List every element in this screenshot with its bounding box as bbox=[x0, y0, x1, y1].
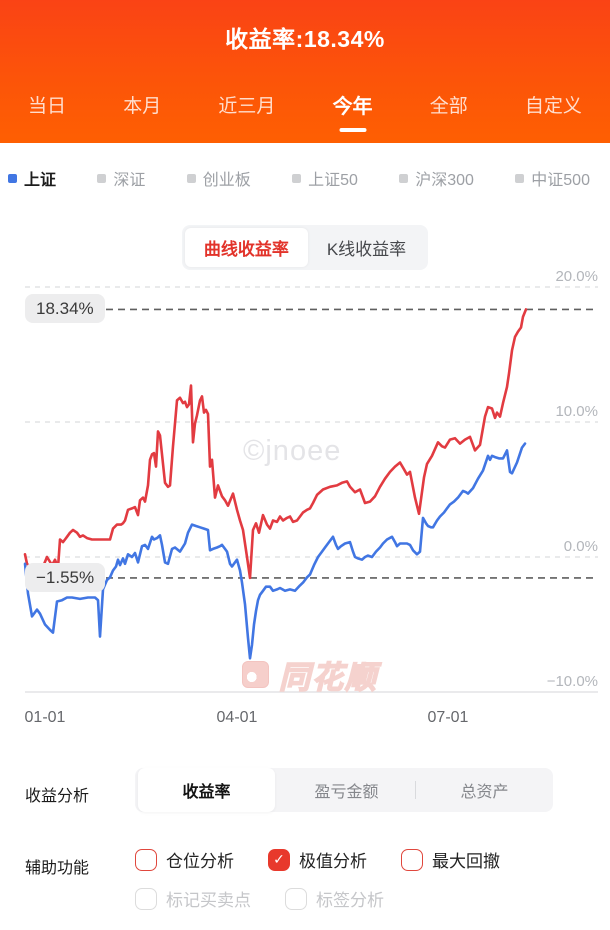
chart-canvas: 20.0% 10.0% 0.0% −10.0% 01-01 04-01 07-01 bbox=[23, 270, 598, 726]
legend-item-chinext[interactable]: 创业板 bbox=[186, 166, 251, 190]
checkbox-icon: ✓ bbox=[135, 848, 157, 871]
returns-line-chart[interactable]: 20.0% 10.0% 0.0% −10.0% 01-01 04-01 07-01 ©jno… bbox=[0, 270, 610, 735]
tonghuashun-logo-icon bbox=[242, 661, 269, 688]
header: 收益率:18.34% 当日 本月 近三月 今年 全部 自定义 bbox=[0, 0, 610, 143]
chart-mode-toggle: 曲线收益率 K线收益率 bbox=[181, 225, 429, 270]
max-value-badge: 18.34% bbox=[25, 294, 105, 324]
legend-swatch-icon bbox=[515, 173, 525, 183]
segment-divider bbox=[415, 781, 416, 799]
legend-swatch-icon bbox=[399, 173, 409, 183]
analysis-segmented-control: 收益率 盈亏金额 总资产 bbox=[135, 768, 553, 812]
legend-swatch-icon bbox=[97, 173, 107, 183]
checkbox-checked-icon: ✓ bbox=[268, 848, 290, 871]
tab-last-3-months[interactable]: 近三月 bbox=[218, 96, 276, 117]
legend-swatch-icon bbox=[186, 173, 196, 183]
checkbox-tag-analysis[interactable]: ✓标签分析 bbox=[285, 886, 384, 911]
svg-text:20.0%: 20.0% bbox=[555, 270, 598, 285]
segment-profit-amount[interactable]: 盈亏金额 bbox=[314, 784, 379, 801]
chart-mode-toggle-wrap: 曲线收益率 K线收益率 bbox=[0, 225, 610, 270]
svg-text:10.0%: 10.0% bbox=[555, 403, 598, 420]
tab-today[interactable]: 当日 bbox=[28, 96, 67, 117]
checkbox-icon: ✓ bbox=[285, 887, 307, 910]
aux-checkbox-row-1: ✓仓位分析 ✓极值分析 ✓最大回撤 bbox=[135, 847, 534, 872]
legend-swatch-icon bbox=[292, 173, 302, 183]
jnoee-watermark: ©jnoee bbox=[243, 435, 342, 467]
page-title: 收益率:18.34% bbox=[225, 26, 385, 52]
checkbox-icon: ✓ bbox=[135, 887, 157, 910]
checkbox-icon: ✓ bbox=[401, 848, 423, 871]
index-legend: 上证 深证 创业板 上证50 沪深300 中证500 bbox=[0, 164, 610, 192]
tab-this-month[interactable]: 本月 bbox=[123, 96, 162, 117]
segment-total-assets[interactable]: 总资产 bbox=[460, 784, 509, 801]
analysis-section-label: 收益分析 bbox=[25, 788, 90, 805]
tab-custom[interactable]: 自定义 bbox=[524, 96, 582, 117]
tab-active-underline bbox=[339, 128, 367, 132]
checkbox-mark-buy-sell-points[interactable]: ✓标记买卖点 bbox=[135, 886, 251, 911]
legend-item-shanghai[interactable]: 上证 bbox=[8, 166, 56, 190]
legend-item-csi300[interactable]: 沪深300 bbox=[399, 166, 474, 190]
svg-text:−10.0%: −10.0% bbox=[547, 673, 598, 690]
checkbox-max-drawdown[interactable]: ✓最大回撤 bbox=[401, 847, 500, 872]
segment-return-rate[interactable]: 收益率 bbox=[138, 768, 275, 812]
min-value-badge: −1.55% bbox=[25, 562, 106, 592]
tab-this-year[interactable]: 今年 bbox=[333, 94, 373, 132]
aux-checkbox-row-2: ✓标记买卖点 ✓标签分析 bbox=[135, 886, 418, 911]
legend-item-shenzhen[interactable]: 深证 bbox=[97, 166, 145, 190]
svg-text:01-01: 01-01 bbox=[25, 709, 66, 726]
legend-item-sse50[interactable]: 上证50 bbox=[292, 166, 358, 190]
toggle-kline-return[interactable]: K线收益率 bbox=[326, 240, 407, 259]
period-tab-bar: 当日 本月 近三月 今年 全部 自定义 bbox=[0, 94, 610, 132]
svg-text:0.0%: 0.0% bbox=[564, 538, 598, 555]
tab-all[interactable]: 全部 bbox=[429, 96, 468, 117]
svg-text:07-01: 07-01 bbox=[428, 709, 469, 726]
legend-swatch-icon bbox=[8, 173, 17, 183]
svg-text:04-01: 04-01 bbox=[217, 709, 258, 726]
checkbox-extreme-value-analysis[interactable]: ✓ 极值分析 bbox=[268, 847, 367, 872]
legend-item-csi500[interactable]: 中证500 bbox=[515, 166, 590, 190]
toggle-curve-return[interactable]: 曲线收益率 bbox=[184, 228, 308, 267]
checkbox-position-analysis[interactable]: ✓仓位分析 bbox=[135, 847, 234, 872]
tonghuashun-watermark: 同花顺 bbox=[242, 652, 378, 697]
aux-section-label: 辅助功能 bbox=[25, 860, 90, 877]
